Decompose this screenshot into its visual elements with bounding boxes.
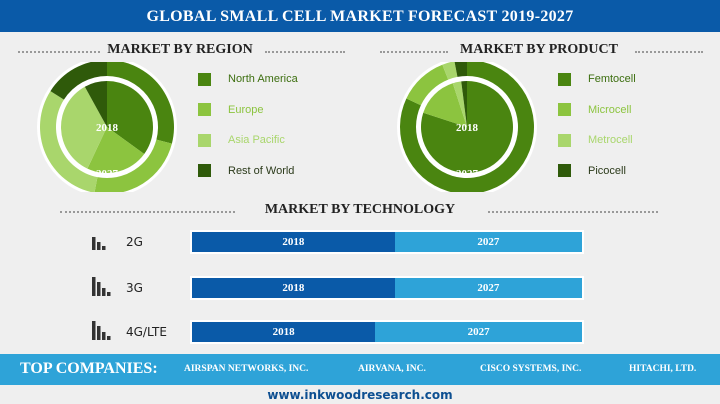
page-title: GLOBAL SMALL CELL MARKET FORECAST 2019-2… <box>0 0 720 32</box>
legend-item: Microcell <box>558 95 636 126</box>
slice-2027-microcell <box>406 64 449 106</box>
company: CISCO SYSTEMS, INC. <box>480 364 582 374</box>
legend-swatch <box>558 103 571 117</box>
region-title: MARKET BY REGION <box>107 42 253 57</box>
signal-bars-icon <box>92 321 111 340</box>
slice-2027-rest-of-world <box>50 62 107 100</box>
region-donut-chart: 2018 2027 <box>37 62 177 192</box>
inner-year-label: 2018 <box>456 122 479 134</box>
legend-swatch <box>198 164 211 178</box>
legend-item: Metrocell <box>558 125 636 156</box>
region-legend: North America Europe Asia Pacific Rest of W… <box>198 64 298 186</box>
bar-segment-2018: 2018 <box>192 232 395 252</box>
slice-2018-microcell <box>423 83 467 127</box>
legend-label: Microcell <box>588 103 632 116</box>
top-companies-banner: TOP COMPANIES: AIRSPAN NETWORKS, INC. AI… <box>0 354 720 385</box>
bar-segment-2018: 2018 <box>192 278 395 298</box>
slice-2018-asia-pacific <box>61 86 107 169</box>
signal-bars-icon <box>92 277 111 296</box>
bar-segment-2027: 2027 <box>394 232 582 252</box>
legend-item: Europe <box>198 95 298 126</box>
product-title: MARKET BY PRODUCT <box>460 42 618 57</box>
technology-label: 3G <box>126 281 143 295</box>
slice-2027-metrocell <box>442 62 458 80</box>
slice-2018-north-america <box>107 81 153 155</box>
product-legend: Femtocell Microcell Metrocell Picocell <box>558 64 636 186</box>
legend-item: Femtocell <box>558 64 636 95</box>
divider <box>380 51 448 53</box>
slice-2027-europe <box>94 139 172 192</box>
legend-label: Europe <box>228 103 264 116</box>
slice-2027-picocell <box>454 62 467 77</box>
divider <box>18 51 100 53</box>
legend-item: Picocell <box>558 156 636 187</box>
slice-2027-asia-pacific <box>40 91 98 192</box>
inner-year-label: 2018 <box>96 122 119 134</box>
legend-swatch <box>198 72 211 86</box>
legend-item: North America <box>198 64 298 95</box>
legend-swatch <box>198 103 211 117</box>
divider <box>488 211 658 213</box>
bar-segment-2027: 2027 <box>375 322 582 342</box>
website-link[interactable]: www.inkwoodresearch.com <box>267 388 453 402</box>
legend-swatch <box>198 133 211 147</box>
legend-item: Asia Pacific <box>198 125 298 156</box>
bar-segment-2018: 2018 <box>192 322 376 342</box>
legend-label: Metrocell <box>588 134 633 147</box>
divider <box>635 51 703 53</box>
top-companies-title: TOP COMPANIES: <box>20 360 158 377</box>
slice-2018-picocell <box>461 81 467 127</box>
slice-2018-europe <box>87 127 145 173</box>
company: AIRSPAN NETWORKS, INC. <box>184 364 309 374</box>
legend-label: North America <box>228 73 298 86</box>
company: HITACHI, LTD. <box>629 364 697 374</box>
legend-label: Asia Pacific <box>228 134 285 147</box>
legend-swatch <box>558 164 571 178</box>
product-donut-chart: 2018 2027 <box>397 62 537 192</box>
legend-swatch <box>558 133 571 147</box>
divider <box>265 51 345 53</box>
legend-label: Picocell <box>588 164 626 177</box>
technology-bar: 2018 2027 <box>190 230 584 254</box>
outer-year-label: 2027 <box>96 168 119 180</box>
technology-title: MARKET BY TECHNOLOGY <box>264 202 456 217</box>
technology-bar: 2018 2027 <box>190 276 584 300</box>
slice-2027-north-america <box>107 62 174 144</box>
technology-label: 4G/LTE <box>126 325 167 339</box>
outer-year-label: 2027 <box>456 168 479 180</box>
legend-item: Rest of World <box>198 156 298 187</box>
slice-2018-rest-of-world <box>84 81 107 127</box>
divider <box>60 211 235 213</box>
legend-swatch <box>558 72 571 86</box>
slice-2018-metrocell <box>452 81 467 127</box>
legend-label: Rest of World <box>228 164 295 177</box>
company: AIRVANA, INC. <box>358 364 426 374</box>
signal-bars-icon <box>92 237 106 250</box>
legend-label: Femtocell <box>588 73 636 86</box>
technology-bar: 2018 2027 <box>190 320 584 344</box>
bar-segment-2027: 2027 <box>394 278 582 298</box>
technology-label: 2G <box>126 235 143 249</box>
